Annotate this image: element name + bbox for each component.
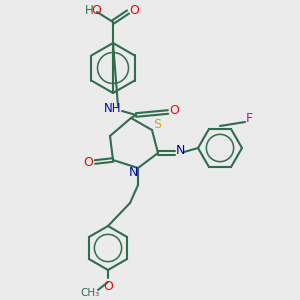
Text: O: O [91,4,101,17]
Text: CH₃: CH₃ [80,288,100,298]
Text: H: H [85,4,93,16]
Text: F: F [245,112,253,125]
Text: O: O [169,104,179,118]
Text: N: N [128,166,138,178]
Text: O: O [83,157,93,169]
Text: O: O [103,280,113,292]
Text: O: O [129,4,139,17]
Text: NH: NH [104,103,122,116]
Text: N: N [175,143,185,157]
Text: S: S [153,118,161,130]
